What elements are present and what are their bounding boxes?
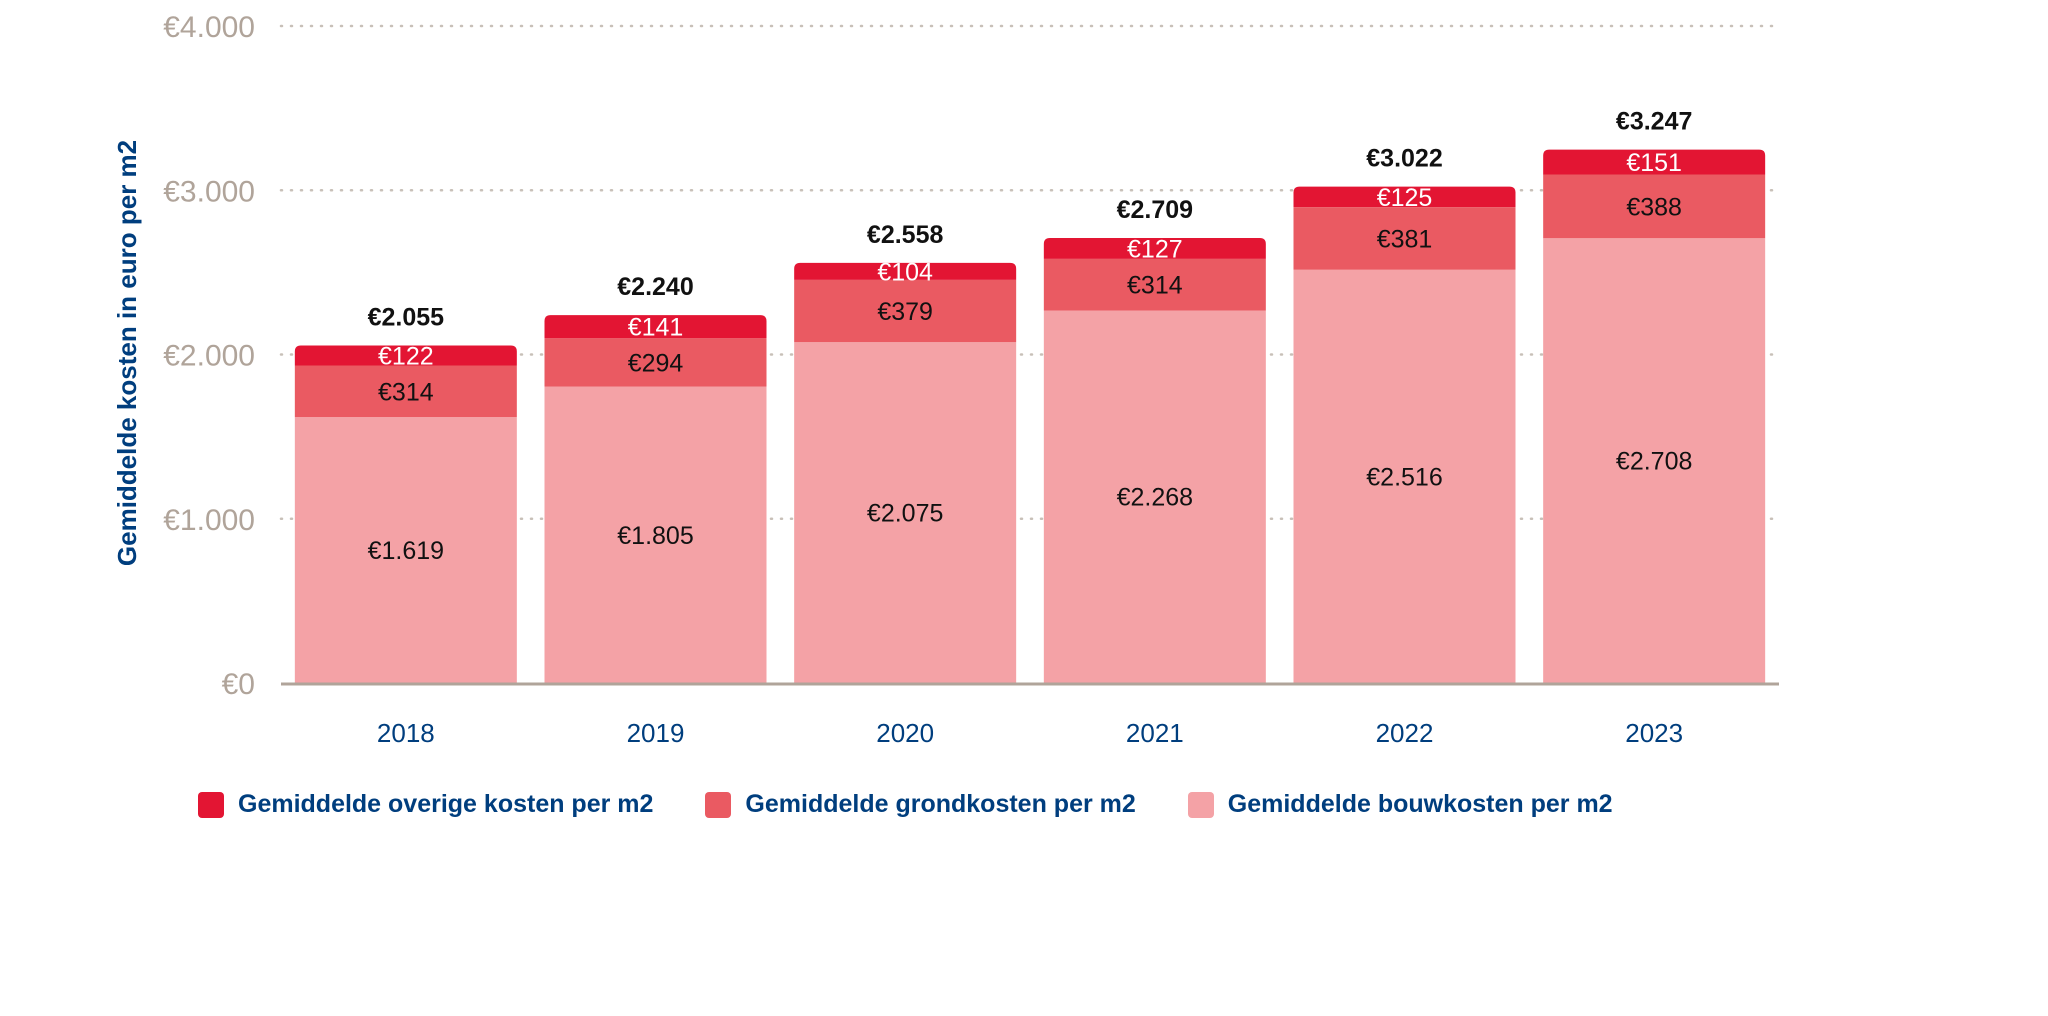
bar-segment xyxy=(544,315,767,339)
segment-label: €2.516 xyxy=(1366,463,1442,491)
total-label: €2.709 xyxy=(1117,196,1193,224)
segment-label: €388 xyxy=(1626,193,1682,221)
bar-segment xyxy=(1543,238,1766,683)
legend-item: Gemiddelde overige kosten per m2 xyxy=(198,790,653,819)
segment-label: €104 xyxy=(877,258,933,286)
bar-segment xyxy=(544,386,767,683)
segment-label: €122 xyxy=(378,342,434,370)
x-tick-label: 2023 xyxy=(1625,718,1683,748)
x-tick-label: 2018 xyxy=(377,718,435,748)
total-label: €2.055 xyxy=(368,303,445,331)
segment-label: €2.708 xyxy=(1616,448,1692,476)
x-tick-label: 2019 xyxy=(627,718,685,748)
legend-swatch xyxy=(1187,791,1214,818)
legend-item: Gemiddelde grondkosten per m2 xyxy=(705,790,1136,819)
y-axis-title: Gemiddelde kosten in euro per m2 xyxy=(112,140,142,566)
bar-segment xyxy=(1043,310,1266,683)
segment-label: €2.268 xyxy=(1117,484,1193,512)
bar-segment xyxy=(1293,186,1516,208)
segment-label: €125 xyxy=(1377,184,1433,212)
bar-segment xyxy=(294,345,517,366)
bar-segment xyxy=(294,365,517,418)
y-tick-label: €0 xyxy=(222,668,255,701)
total-label: €3.022 xyxy=(1366,145,1442,173)
y-tick-label: €3.000 xyxy=(163,175,255,208)
bar-segment xyxy=(794,342,1017,683)
legend-label: Gemiddelde bouwkosten per m2 xyxy=(1227,790,1613,818)
legend-swatch xyxy=(198,791,224,818)
bar-segment xyxy=(544,338,767,387)
total-label: €2.240 xyxy=(617,273,693,301)
legend-label: Gemiddelde grondkosten per m2 xyxy=(745,790,1136,818)
segment-label: €314 xyxy=(378,378,434,406)
total-label: €3.247 xyxy=(1616,108,1692,136)
segment-label: €2.075 xyxy=(867,500,943,528)
bar-segment xyxy=(1043,238,1266,259)
bar-segment xyxy=(1543,174,1766,239)
legend: Gemiddelde overige kosten per m2 Gemiddel… xyxy=(198,790,1613,819)
legend-item: Gemiddelde bouwkosten per m2 xyxy=(1187,790,1613,819)
y-tick-label: €1.000 xyxy=(163,504,255,537)
segment-label: €314 xyxy=(1127,272,1183,300)
x-tick-label: 2021 xyxy=(1126,718,1184,748)
bar-segment xyxy=(1543,149,1766,175)
segment-label: €1.619 xyxy=(368,537,444,565)
x-tick-label: 2022 xyxy=(1376,718,1434,748)
bar-segment xyxy=(1293,207,1516,270)
segment-label: €381 xyxy=(1377,225,1433,253)
legend-label: Gemiddelde overige kosten per m2 xyxy=(238,790,654,818)
segment-label: €1.805 xyxy=(617,522,693,550)
bar-segment xyxy=(794,279,1017,343)
bar-segment xyxy=(294,417,517,683)
segment-label: €379 xyxy=(877,298,933,326)
bar-segment xyxy=(1043,258,1266,311)
total-label: €2.558 xyxy=(867,221,944,249)
y-tick-label: €4.000 xyxy=(163,11,255,44)
segment-label: €294 xyxy=(628,349,684,377)
bar-segment xyxy=(794,262,1017,280)
bar-segment xyxy=(1293,269,1516,683)
segment-label: €127 xyxy=(1127,235,1183,263)
legend-swatch xyxy=(705,791,732,818)
x-tick-label: 2020 xyxy=(876,718,934,748)
segment-label: €151 xyxy=(1626,149,1682,177)
segment-label: €141 xyxy=(628,314,684,342)
y-tick-label: €2.000 xyxy=(163,340,255,373)
